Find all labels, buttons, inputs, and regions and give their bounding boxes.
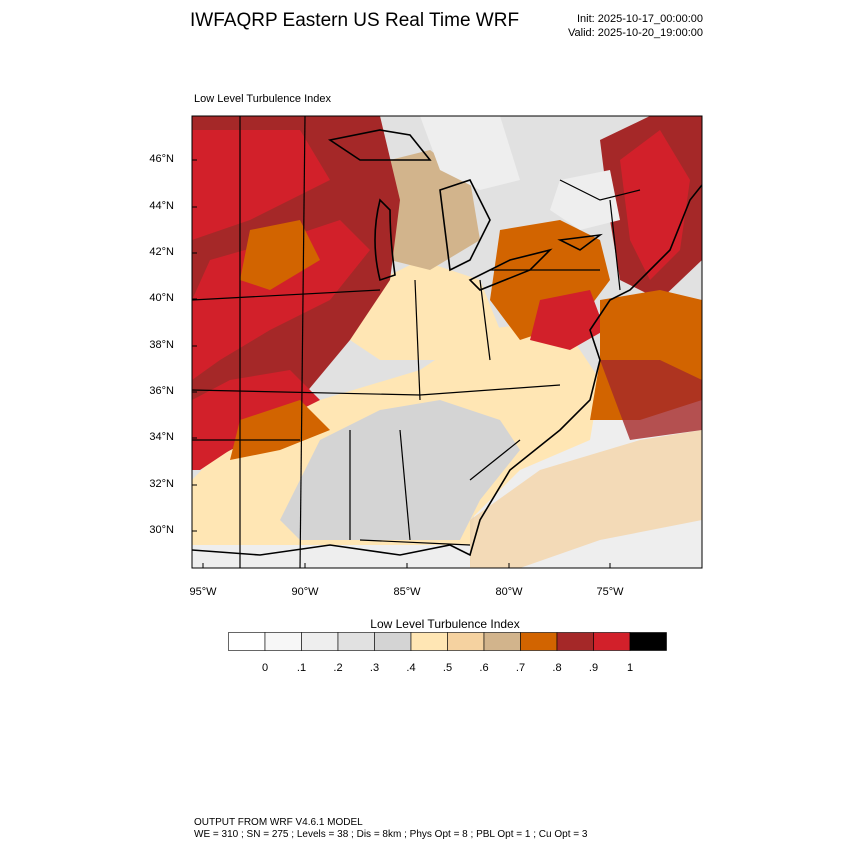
colorbar-label: .6	[479, 662, 489, 674]
northern-plains-red	[192, 130, 330, 240]
map-fields	[192, 116, 702, 568]
lon-label: 95°W	[189, 586, 217, 598]
lake-superior-area	[420, 116, 520, 190]
map-border	[191, 115, 703, 569]
lat-label: 42°N	[149, 246, 174, 258]
lon-label: 90°W	[291, 586, 319, 598]
colorbar-box	[556, 632, 594, 651]
atlantic-tan-band	[470, 430, 702, 568]
state-boundaries	[192, 116, 641, 568]
lat-label: 38°N	[149, 339, 174, 351]
colorbar-box	[264, 632, 302, 651]
valid-time: Valid: 2025-10-20_19:00:00	[568, 27, 703, 39]
colorbar-label: 0	[261, 662, 269, 674]
lat-label: 32°N	[149, 478, 174, 490]
plot-subtitle: Low Level Turbulence Index	[194, 93, 331, 105]
colorbar-box	[374, 632, 412, 651]
lat-label: 40°N	[149, 292, 174, 304]
colorbar-label: .4	[406, 662, 416, 674]
colorbar-box	[520, 632, 558, 651]
lon-label: 85°W	[393, 586, 421, 598]
adirondack-light	[550, 170, 620, 230]
colorbar-box	[410, 632, 448, 651]
colorbar-box	[228, 632, 266, 651]
colorbar-box	[483, 632, 521, 651]
colorbar-label: .9	[588, 662, 599, 674]
arkansas-orange	[230, 400, 330, 460]
colorbar-label: .7	[515, 662, 526, 674]
init-time: Init: 2025-10-17_00:00:00	[577, 13, 703, 25]
michigan-field	[390, 150, 480, 270]
lat-label: 34°N	[149, 431, 174, 443]
colorbar-label: .5	[442, 662, 453, 674]
offshore-dark-red	[600, 360, 702, 440]
lat-label: 36°N	[149, 385, 174, 397]
lat-label: 44°N	[149, 200, 174, 212]
iowa-orange	[240, 220, 320, 290]
colorbar-label: 1	[626, 662, 634, 674]
colorbar-box	[447, 632, 485, 651]
colorbar-title: Low Level Turbulence Index	[370, 617, 520, 631]
footer-config: WE = 310 ; SN = 275 ; Levels = 38 ; Dis …	[194, 829, 588, 840]
lat-label: 46°N	[149, 153, 174, 165]
colorbar-box	[337, 632, 375, 651]
colorbar-label: .1	[296, 662, 307, 674]
colorbar-box	[593, 632, 631, 651]
mid-plains-red	[192, 220, 370, 380]
deep-south-gray	[280, 400, 520, 540]
mid-atlantic-red	[530, 290, 605, 350]
coastlines	[192, 129, 702, 557]
footer-model: OUTPUT FROM WRF V4.6.1 MODEL	[194, 817, 363, 828]
page-title: IWFAQRP Eastern US Real Time WRF	[190, 10, 520, 31]
colorbar	[228, 632, 667, 651]
ohio-valley-field	[350, 260, 500, 360]
colorbar-box	[629, 632, 667, 651]
colorbar-box	[301, 632, 339, 651]
axis-ticks	[192, 159, 611, 568]
colorbar-label: .3	[369, 662, 380, 674]
gulf-field	[192, 540, 470, 568]
colorbar-label: .2	[333, 662, 343, 674]
colorbar-label: .8	[552, 662, 562, 674]
lon-label: 80°W	[495, 586, 523, 598]
lon-label: 75°W	[596, 586, 624, 598]
lat-label: 30°N	[149, 524, 174, 536]
